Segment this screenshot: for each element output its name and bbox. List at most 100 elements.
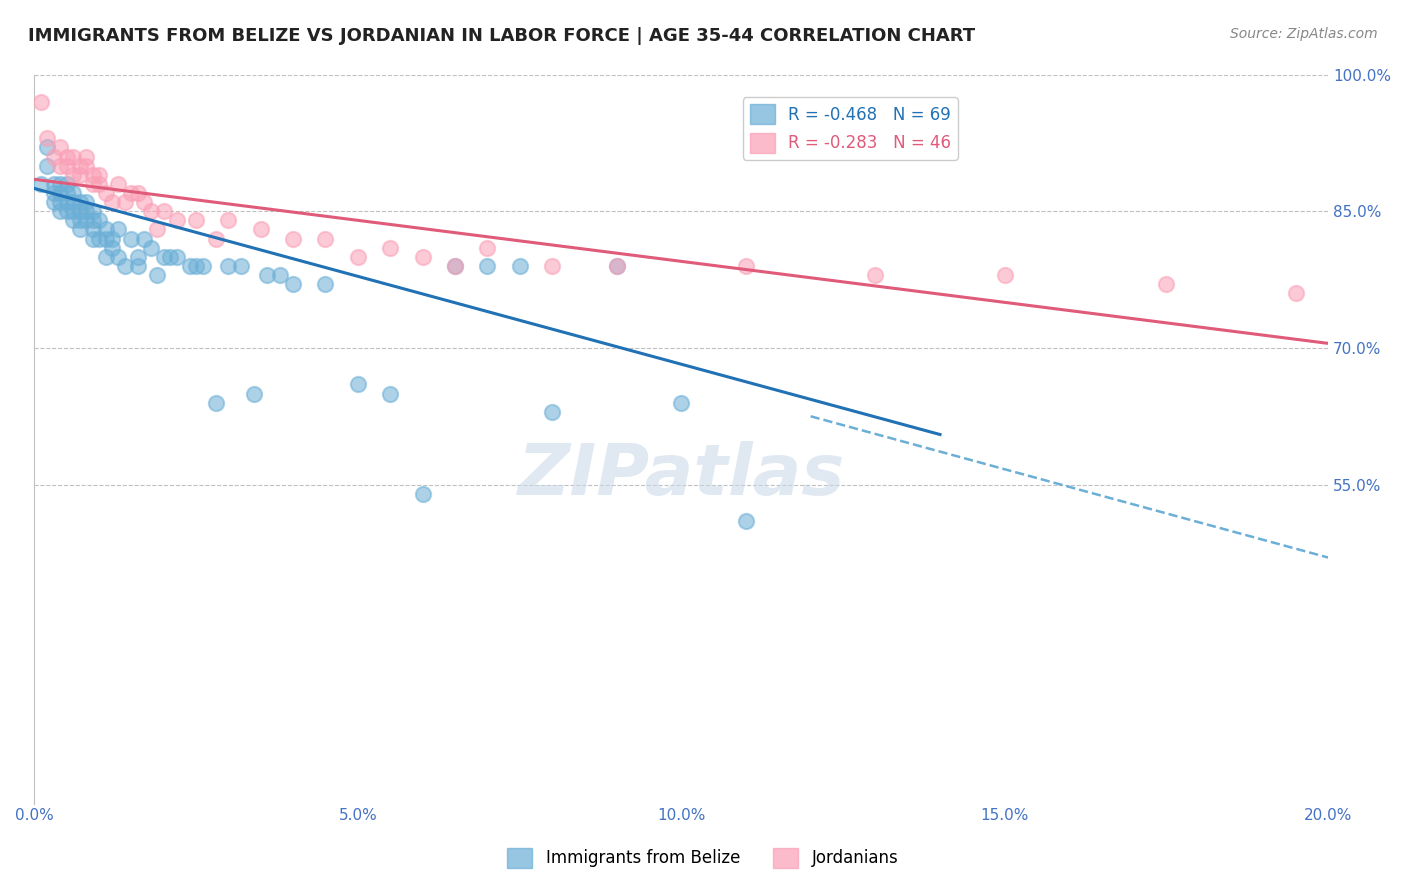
Point <box>82 222 104 236</box>
Point <box>49 186 72 200</box>
Point <box>314 231 336 245</box>
Point <box>217 213 239 227</box>
Point <box>1285 286 1308 301</box>
Point <box>184 213 207 227</box>
Point <box>49 204 72 219</box>
Point <box>281 277 304 292</box>
Point <box>127 186 149 200</box>
Point <box>94 186 117 200</box>
Point <box>477 241 499 255</box>
Point <box>94 250 117 264</box>
Point <box>412 487 434 501</box>
Point <box>82 213 104 227</box>
Point <box>256 268 278 282</box>
Legend: R = -0.468   N = 69, R = -0.283   N = 46: R = -0.468 N = 69, R = -0.283 N = 46 <box>742 97 957 160</box>
Point <box>49 195 72 210</box>
Point <box>541 259 564 273</box>
Point <box>444 259 467 273</box>
Point <box>87 177 110 191</box>
Point <box>114 195 136 210</box>
Point <box>269 268 291 282</box>
Point <box>127 259 149 273</box>
Point <box>159 250 181 264</box>
Point <box>82 204 104 219</box>
Point <box>184 259 207 273</box>
Point <box>49 177 72 191</box>
Point <box>55 204 77 219</box>
Point <box>75 159 97 173</box>
Point <box>314 277 336 292</box>
Point <box>42 149 65 163</box>
Point <box>69 159 91 173</box>
Point <box>55 149 77 163</box>
Text: ZIPatlas: ZIPatlas <box>517 441 845 510</box>
Point <box>55 159 77 173</box>
Point <box>30 177 52 191</box>
Point <box>49 159 72 173</box>
Point <box>30 95 52 109</box>
Point <box>69 168 91 182</box>
Point <box>75 204 97 219</box>
Point <box>152 250 174 264</box>
Point <box>444 259 467 273</box>
Point <box>204 395 226 409</box>
Point <box>42 177 65 191</box>
Point <box>37 131 59 145</box>
Point <box>134 231 156 245</box>
Point <box>1156 277 1178 292</box>
Point <box>378 386 401 401</box>
Point <box>217 259 239 273</box>
Point <box>191 259 214 273</box>
Point <box>204 231 226 245</box>
Point <box>139 204 162 219</box>
Point <box>166 213 188 227</box>
Point <box>62 204 84 219</box>
Point <box>94 222 117 236</box>
Point <box>101 195 124 210</box>
Legend: Immigrants from Belize, Jordanians: Immigrants from Belize, Jordanians <box>501 841 905 875</box>
Point <box>346 250 368 264</box>
Point <box>87 213 110 227</box>
Point <box>139 241 162 255</box>
Point <box>49 140 72 154</box>
Point <box>509 259 531 273</box>
Point <box>62 149 84 163</box>
Point <box>152 204 174 219</box>
Point <box>477 259 499 273</box>
Point <box>606 259 628 273</box>
Point <box>82 231 104 245</box>
Point <box>69 222 91 236</box>
Point <box>62 186 84 200</box>
Point <box>101 231 124 245</box>
Point <box>101 241 124 255</box>
Point <box>62 168 84 182</box>
Text: IMMIGRANTS FROM BELIZE VS JORDANIAN IN LABOR FORCE | AGE 35-44 CORRELATION CHART: IMMIGRANTS FROM BELIZE VS JORDANIAN IN L… <box>28 27 976 45</box>
Point <box>179 259 201 273</box>
Point <box>541 405 564 419</box>
Point <box>37 140 59 154</box>
Point <box>94 231 117 245</box>
Point <box>146 222 169 236</box>
Point <box>42 195 65 210</box>
Text: Source: ZipAtlas.com: Source: ZipAtlas.com <box>1230 27 1378 41</box>
Point <box>69 204 91 219</box>
Point <box>412 250 434 264</box>
Point <box>62 213 84 227</box>
Point <box>166 250 188 264</box>
Point <box>735 259 758 273</box>
Point <box>865 268 887 282</box>
Point <box>281 231 304 245</box>
Point <box>231 259 253 273</box>
Point <box>55 195 77 210</box>
Point <box>37 159 59 173</box>
Point <box>127 250 149 264</box>
Point <box>107 177 129 191</box>
Point <box>75 195 97 210</box>
Point <box>75 149 97 163</box>
Point <box>87 168 110 182</box>
Point <box>42 186 65 200</box>
Point <box>55 186 77 200</box>
Point <box>243 386 266 401</box>
Point <box>671 395 693 409</box>
Point <box>82 177 104 191</box>
